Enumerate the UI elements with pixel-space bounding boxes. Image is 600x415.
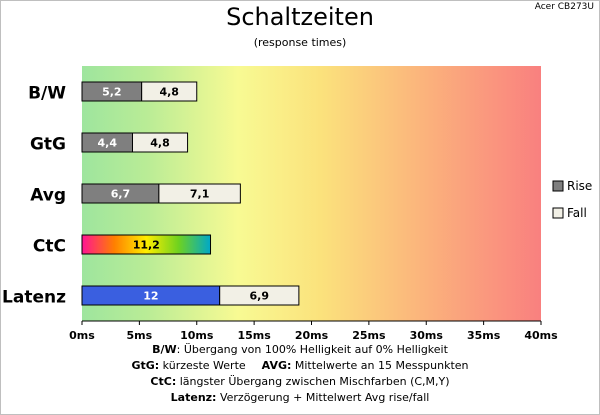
footnote-gtg-avg: GtG: kürzeste Werte AVG: Mittelwerte an 1… [0, 359, 600, 372]
category-label-b-w: B/W [28, 84, 66, 104]
legend-swatch-rise [552, 180, 564, 192]
monitor-model-label: Acer CB273U [534, 2, 594, 12]
x-tick-label-20ms: 20ms [295, 329, 329, 342]
footnote-avg-key: AVG: [261, 359, 292, 372]
bar-label-rise-avg: 6,7 [111, 188, 131, 201]
footnote-ctc-key: CtC: [150, 375, 177, 388]
x-tick-label-40ms: 40ms [524, 329, 558, 342]
x-tick-label-0ms: 0ms [69, 329, 95, 342]
category-label-ctc: CtC [33, 237, 66, 257]
x-tick-label-35ms: 35ms [467, 329, 501, 342]
category-label-latenz: Latenz [2, 288, 66, 308]
bar-label-fall-avg: 7,1 [190, 188, 210, 201]
bar-fall-b-w [141, 81, 198, 102]
footnote-latenz-key: Latenz: [170, 391, 217, 404]
footnote-bw-key: B/W [152, 343, 177, 356]
x-tick-label-25ms: 25ms [352, 329, 386, 342]
bar-fall-latenz [219, 285, 300, 306]
footnote-avg-text: Mittelwerte an 15 Messpunkten [291, 359, 469, 372]
footnote-latenz: Latenz: Verzögerung + Mittelwert Avg ris… [0, 391, 600, 404]
legend-swatch-fall [552, 207, 564, 219]
footnote-gtg-text: kürzeste Werte [159, 359, 246, 372]
legend-label-rise: Rise [567, 179, 592, 193]
chart-title: Schaltzeiten [226, 3, 374, 31]
footnote-bw-text: : Übergang von 100% Helligkeit auf 0% He… [176, 343, 448, 356]
footnote-ctc: CtC: längster Übergang zwischen Mischfar… [0, 375, 600, 388]
footnote-gtg-key: GtG: [131, 359, 160, 372]
x-tick-label-30ms: 30ms [410, 329, 444, 342]
footnote-ctc-text: längster Übergang zwischen Mischfarben (… [176, 375, 450, 388]
category-label-avg: Avg [30, 186, 66, 206]
category-label-gtg: GtG [30, 135, 66, 155]
chart-subtitle: (response times) [253, 36, 347, 49]
bar-label-fall-latenz: 6,9 [250, 290, 270, 303]
legend: Rise Fall [552, 179, 592, 220]
bar-fall-gtg [131, 132, 189, 153]
x-tick-label-5ms: 5ms [127, 329, 153, 342]
bar-ctc [81, 234, 212, 255]
bar-label-rise-b-w: 5,2 [102, 86, 122, 99]
footnote-latenz-text: Verzögerung + Mittelwert Avg rise/fall [216, 391, 430, 404]
bar-fall-avg [158, 183, 241, 204]
x-tick-label-10ms: 10ms [180, 329, 214, 342]
bar-label-fall-gtg: 4,8 [150, 137, 170, 150]
bar-label-fall-b-w: 4,8 [159, 86, 179, 99]
x-tick-label-15ms: 15ms [237, 329, 271, 342]
footnote-bw: B/W: Übergang von 100% Helligkeit auf 0%… [0, 343, 600, 356]
legend-label-fall: Fall [567, 206, 587, 220]
bar-label-rise-gtg: 4,4 [97, 137, 117, 150]
bar-label-latenz: 12 [143, 290, 158, 303]
bar-label-ctc: 11,2 [133, 239, 160, 252]
